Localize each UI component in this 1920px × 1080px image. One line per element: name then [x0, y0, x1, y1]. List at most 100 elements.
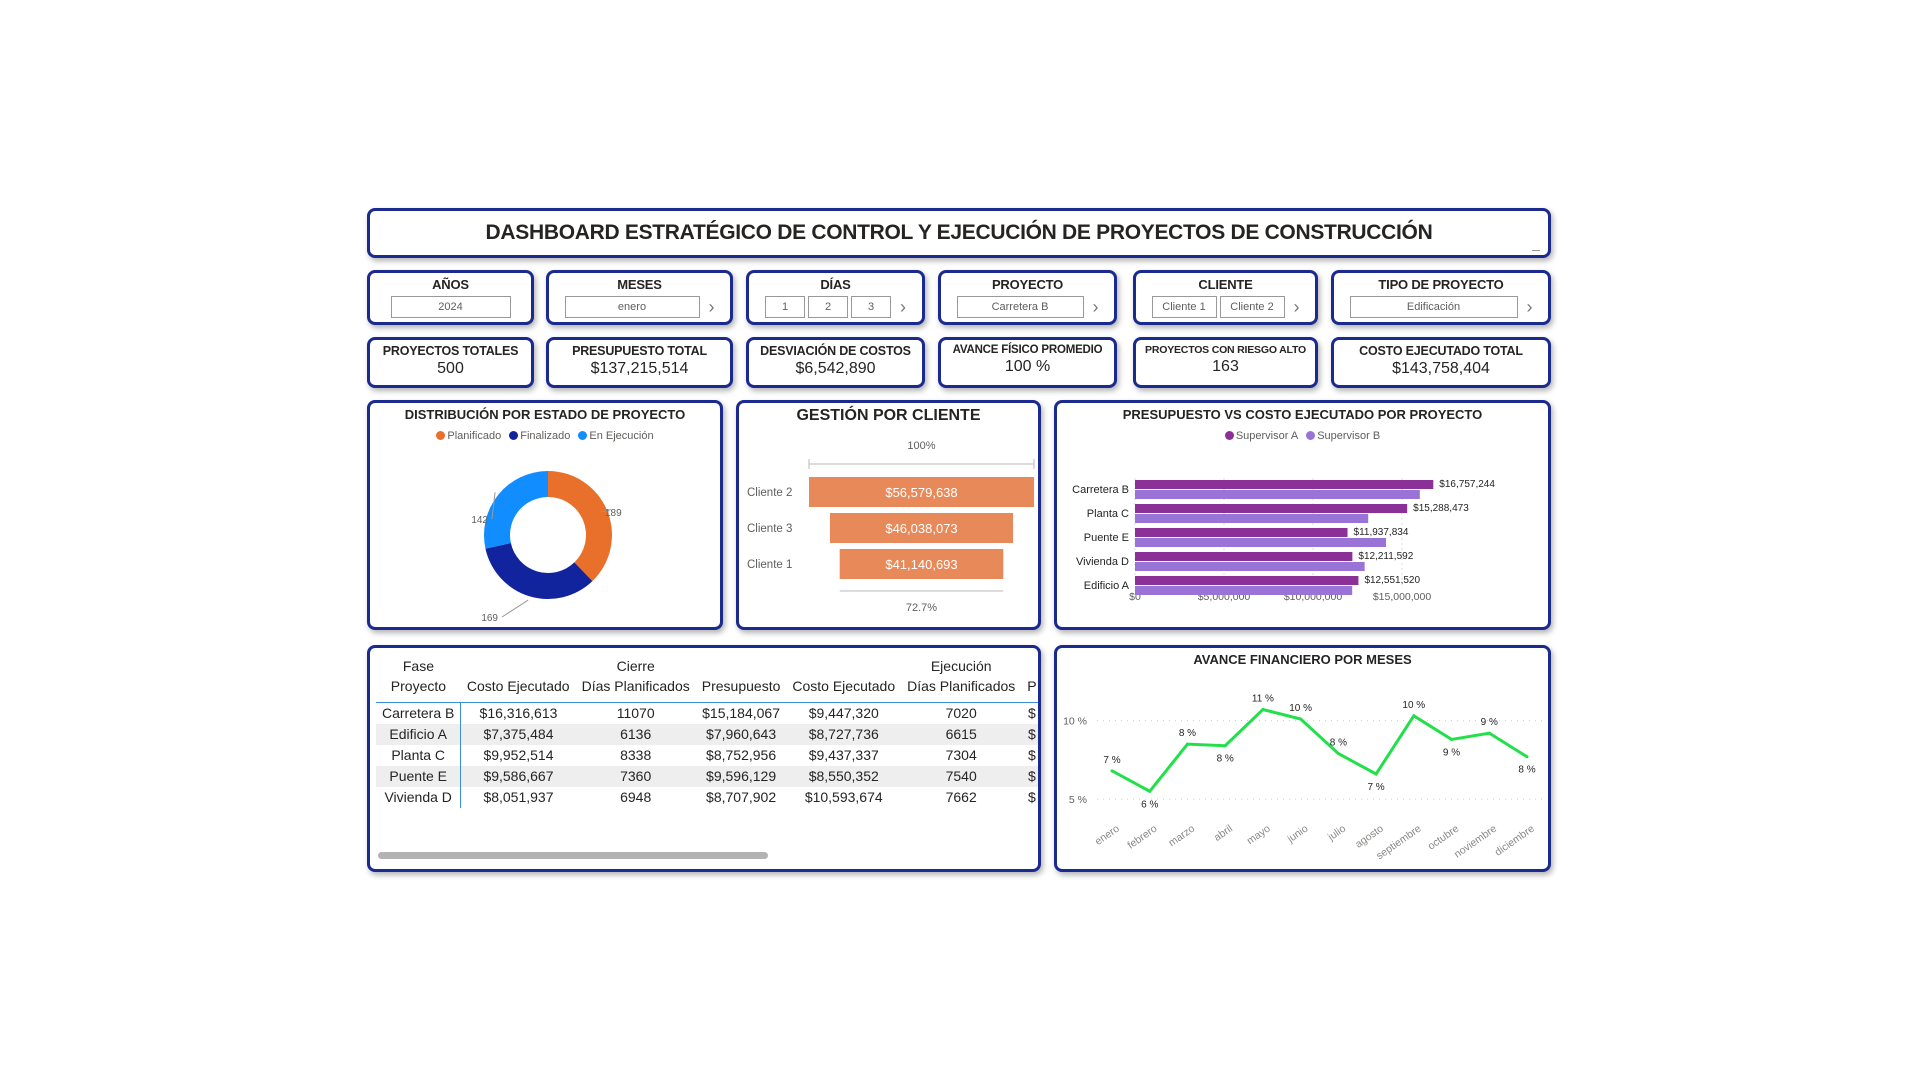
- slicer-meses: MESES enero ›: [546, 270, 733, 325]
- kpi-desviacion-costos: DESVIACIÓN DE COSTOS $6,542,890: [746, 337, 925, 388]
- point-label: 10 %: [1289, 703, 1312, 714]
- table-cell: $16,316,613: [479, 705, 558, 722]
- funnel-bar: [809, 477, 1034, 507]
- table-cell: $7,960,643: [695, 723, 787, 745]
- table-cell: $15,184,067: [702, 705, 780, 722]
- funnel-category-label: Cliente 2: [747, 487, 792, 499]
- donut-panel: DISTRIBUCIÓN POR ESTADO DE PROYECTO Plan…: [367, 400, 723, 630]
- legend-item[interactable]: Finalizado: [509, 430, 570, 442]
- donut-slice-planificado: [548, 471, 612, 582]
- dia-chip[interactable]: 3: [851, 296, 891, 318]
- chevron-right-icon[interactable]: ›: [708, 297, 715, 317]
- slicer-proyecto: PROYECTO Carretera B ›: [938, 270, 1117, 325]
- tipo-chip[interactable]: Edificación: [1349, 296, 1518, 318]
- proyecto-chip[interactable]: Carretera B: [956, 296, 1084, 318]
- horizontal-scrollbar[interactable]: [378, 852, 768, 859]
- matrix-table-panel: Fase Cierre Ejecución Proyecto Costo Ejecut…: [367, 645, 1041, 872]
- cliente-chip[interactable]: Cliente 2: [1219, 296, 1285, 318]
- funnel-top-label: 100%: [907, 440, 935, 452]
- chart-title: GESTIÓN POR CLIENTE: [796, 407, 981, 424]
- donut-value-label: 169: [481, 613, 498, 624]
- legend-item[interactable]: Planificado: [436, 430, 501, 442]
- table-row[interactable]: Planta C $9,952,514 8338 $8,752,956 $9,437,3…: [376, 744, 1038, 766]
- x-tick-label: noviembre: [1452, 823, 1499, 861]
- kpi-label: PROYECTOS CON RIESGO ALTO: [1145, 344, 1306, 356]
- kpi-label: PRESUPUESTO TOTAL: [572, 344, 707, 358]
- column-header[interactable]: Presupuesto: [695, 676, 787, 703]
- legend-item[interactable]: Supervisor A: [1224, 430, 1298, 442]
- table-cell: $8,550,352: [786, 765, 902, 787]
- matrix-table: Fase Cierre Ejecución Proyecto Costo Ejecut…: [376, 656, 1038, 808]
- kpi-avance-fisico: AVANCE FÍSICO PROMEDIO 100 %: [938, 337, 1117, 388]
- table-cell: 11070: [616, 705, 655, 722]
- kpi-value: $137,215,514: [590, 360, 689, 377]
- slicer-label: PROYECTO: [991, 277, 1064, 292]
- line-series: [1111, 707, 1528, 794]
- bar-supervisor-a: [1135, 480, 1434, 489]
- y-category-label: Vivienda D: [1076, 556, 1129, 568]
- meses-chip[interactable]: enero: [564, 296, 700, 318]
- donut-slice-en-ejecución: [484, 471, 548, 549]
- cliente-chip[interactable]: Cliente 1: [1151, 296, 1217, 318]
- minimize-icon[interactable]: [1532, 250, 1540, 251]
- column-header[interactable]: Días Planificados: [575, 676, 696, 703]
- dia-chip[interactable]: 1: [765, 296, 805, 318]
- table-row[interactable]: Edificio A $7,375,484 6136 $7,960,643 $8,727…: [376, 723, 1038, 745]
- funnel-category-label: Cliente 3: [747, 523, 792, 535]
- table-row[interactable]: Vivienda D $8,051,937 6948 $8,707,902 $10,59…: [376, 786, 1038, 808]
- chevron-right-icon[interactable]: ›: [1526, 297, 1533, 317]
- funnel-bar: [829, 513, 1014, 543]
- data-point: [1374, 772, 1378, 776]
- column-header[interactable]: P: [1021, 676, 1038, 703]
- chevron-right-icon[interactable]: ›: [1293, 297, 1300, 317]
- x-tick-label: $15,000,000: [1373, 591, 1432, 603]
- budget-vs-cost-panel: PRESUPUESTO VS COSTO EJECUTADO POR PROYE…: [1054, 400, 1551, 630]
- anos-dropdown[interactable]: 2024: [390, 296, 511, 318]
- bar-supervisor-a: [1135, 504, 1408, 513]
- bar-supervisor-b: [1135, 586, 1353, 595]
- column-header[interactable]: Costo Ejecutado: [460, 676, 576, 703]
- slicer-label: MESES: [617, 277, 662, 292]
- table-cell: 7662: [945, 789, 977, 805]
- slicer-label: CLIENTE: [1198, 277, 1253, 292]
- table-cell: $: [1021, 765, 1038, 787]
- chevron-right-icon[interactable]: ›: [1092, 297, 1099, 317]
- line-chart: 5 % 10 % 7 % enero 6 % febrero 8 % marzo 8 % abri…: [1063, 694, 1542, 862]
- table-cell: $8,752,956: [706, 747, 777, 763]
- point-label: 9 %: [1443, 747, 1460, 758]
- line-chart-panel: AVANCE FINANCIERO POR MESES 5 % 10 % 7 % en…: [1054, 645, 1551, 872]
- column-header[interactable]: Costo Ejecutado: [786, 676, 902, 703]
- bar-value-label: $12,211,592: [1358, 551, 1413, 562]
- kpi-value: 100 %: [1004, 358, 1051, 375]
- funnel-value-label: $56,579,638: [885, 485, 957, 500]
- table-row[interactable]: Puente E $9,586,667 7360 $9,596,129 $8,550,3…: [376, 765, 1038, 787]
- chart-title: DISTRIBUCIÓN POR ESTADO DE PROYECTO: [404, 407, 686, 422]
- slicer-label: TIPO DE PROYECTO: [1378, 277, 1504, 292]
- table-cell: $9,447,320: [808, 705, 879, 722]
- y-category-label: Edificio A: [1084, 580, 1130, 592]
- column-header[interactable]: Proyecto: [376, 676, 461, 703]
- kpi-label: AVANCE FÍSICO PROMEDIO: [952, 344, 1103, 356]
- table-cell: 7304: [945, 747, 977, 763]
- legend-item[interactable]: Supervisor B: [1306, 430, 1380, 442]
- slicer-anos: AÑOS 2024: [367, 270, 534, 325]
- kpi-riesgo-alto: PROYECTOS CON RIESGO ALTO 163: [1133, 337, 1318, 388]
- donut-chart: 189 169 142: [471, 471, 622, 624]
- data-point: [1148, 789, 1152, 793]
- table-row[interactable]: Carretera B $16,316,613 11070 $15,184,067 $9…: [376, 702, 1038, 724]
- table-cell: $10,593,674: [804, 789, 883, 805]
- slicer-label: AÑOS: [432, 277, 469, 292]
- column-header[interactable]: Días Planificados: [901, 676, 1022, 703]
- table-cell: $9,596,129: [695, 765, 787, 787]
- leader-line: [491, 492, 496, 520]
- x-tick-label: marzo: [1166, 823, 1197, 850]
- dia-chip[interactable]: 2: [808, 296, 848, 318]
- chevron-right-icon[interactable]: ›: [900, 297, 906, 317]
- row-header: Puente E: [376, 765, 462, 787]
- funnel-panel: GESTIÓN POR CLIENTE 100% $56,579,638 Clien…: [736, 400, 1041, 630]
- y-category-label: Carretera B: [1072, 484, 1129, 496]
- kpi-proyectos-totales: PROYECTOS TOTALES 500: [367, 337, 534, 388]
- legend-item[interactable]: En Ejecución: [578, 430, 654, 442]
- bar-supervisor-a: [1135, 552, 1353, 561]
- kpi-label: PROYECTOS TOTALES: [382, 344, 519, 358]
